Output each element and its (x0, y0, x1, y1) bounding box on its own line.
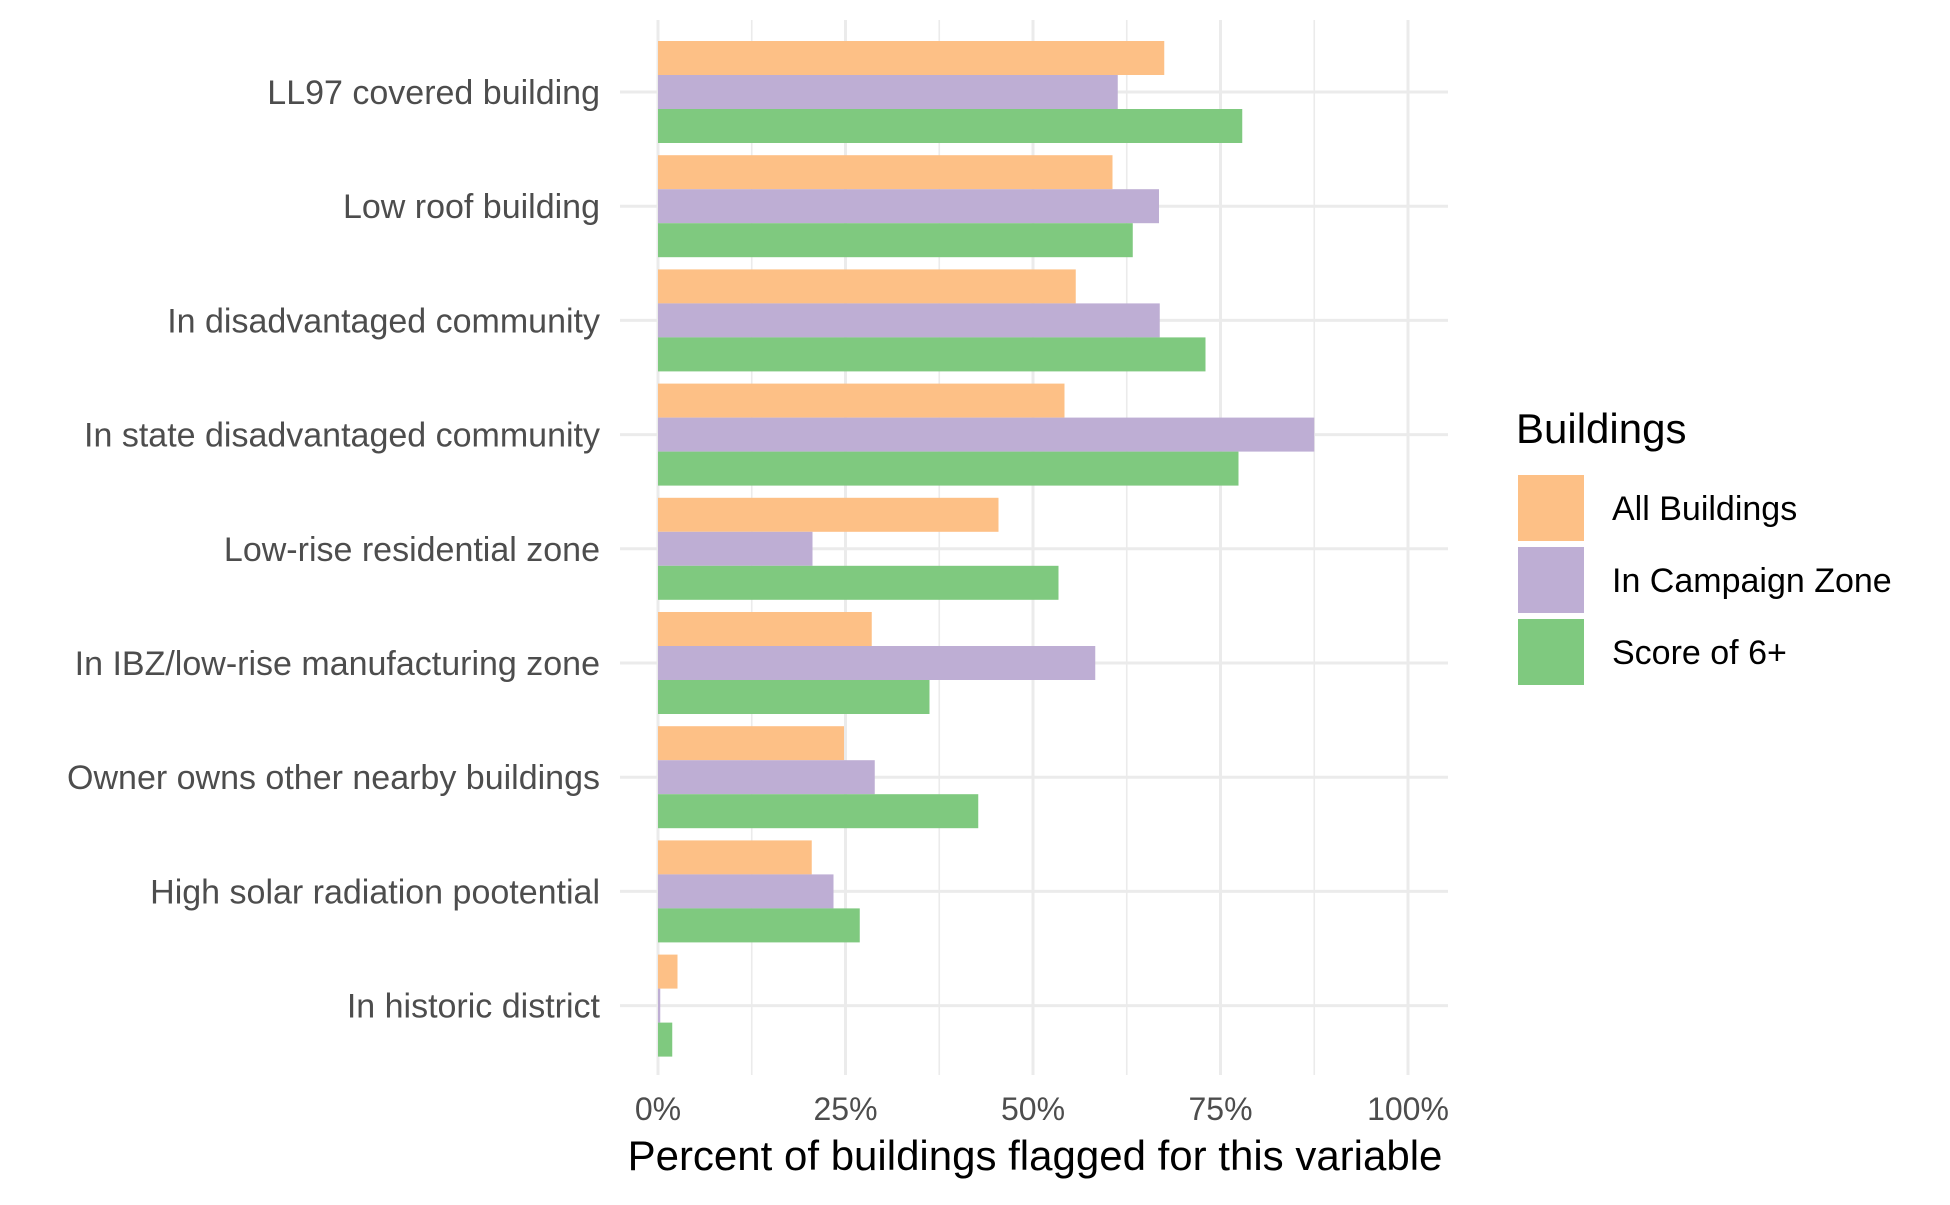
legend-label: Score of 6+ (1612, 634, 1787, 672)
x-tick-label: 50% (1001, 1091, 1065, 1127)
bar (658, 908, 860, 943)
legend-label: In Campaign Zone (1612, 562, 1892, 600)
bar (658, 760, 875, 795)
bar (658, 451, 1239, 486)
legend-label: All Buildings (1612, 490, 1797, 528)
bar (658, 417, 1315, 452)
x-tick-label: 100% (1367, 1091, 1449, 1127)
bar (658, 840, 812, 875)
bar (658, 155, 1113, 190)
bar (658, 726, 844, 761)
bar (658, 988, 661, 1023)
legend-swatch (1518, 619, 1584, 685)
bar (658, 612, 872, 646)
bars (658, 41, 1315, 1057)
bar (658, 223, 1133, 258)
legend-title: Buildings (1516, 405, 1686, 452)
bar (658, 109, 1243, 143)
bar (658, 75, 1118, 109)
category-label: In state disadvantaged community (84, 417, 600, 455)
x-axis-title: Percent of buildings flagged for this va… (628, 1132, 1443, 1179)
x-tick-label: 25% (813, 1091, 877, 1127)
category-labels: LL97 covered building Low roof building In… (67, 74, 601, 1026)
category-label: Low roof building (343, 188, 600, 226)
legend-swatch (1518, 475, 1584, 541)
category-label: High solar radiation pootential (150, 873, 600, 911)
legend: Buildings All Buildings In Campaign Zone S… (1516, 405, 1892, 685)
bar (658, 189, 1159, 224)
bar (658, 954, 678, 989)
x-tick-labels: 0% 25% 50% 75% 100% (635, 1091, 1449, 1127)
bar (658, 680, 930, 714)
bar (658, 565, 1059, 600)
category-label: In disadvantaged community (167, 302, 600, 340)
x-tick-label: 0% (635, 1091, 681, 1127)
category-label: LL97 covered building (267, 74, 600, 112)
category-label: In IBZ/low-rise manufacturing zone (75, 645, 600, 683)
bar (658, 794, 979, 829)
bar (658, 303, 1160, 338)
x-tick-label: 75% (1188, 1091, 1252, 1127)
bar (658, 337, 1206, 372)
category-label: In historic district (347, 988, 601, 1026)
bar (658, 383, 1065, 418)
bar (658, 531, 813, 566)
bar (658, 41, 1165, 75)
category-label: Low-rise residential zone (224, 531, 600, 569)
bar (658, 497, 999, 532)
legend-items: All Buildings In Campaign Zone Score of 6+ (1518, 475, 1892, 685)
bar (658, 874, 834, 909)
bar (658, 269, 1076, 304)
bar (658, 1022, 673, 1057)
legend-swatch (1518, 547, 1584, 613)
bar (658, 646, 1096, 680)
category-label: Owner owns other nearby buildings (67, 759, 600, 797)
